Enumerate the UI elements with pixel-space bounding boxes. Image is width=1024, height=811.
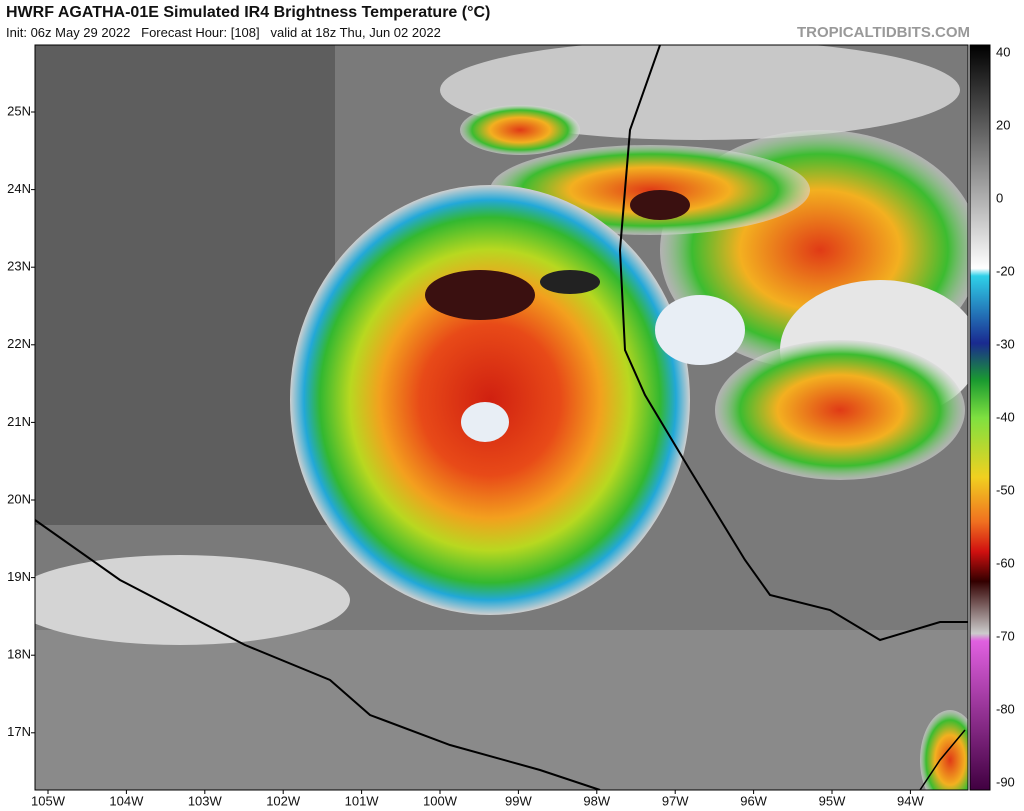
colorbar-label: -60: [996, 555, 1015, 570]
colorbar: [969, 44, 991, 791]
colorbar-label: -30: [996, 336, 1015, 351]
site-name: TROPICALTIDBITS.COM: [796, 24, 970, 41]
lon-label: 94W: [897, 793, 924, 808]
colorbar-label: 40: [996, 44, 1010, 59]
lon-label: 105W: [31, 793, 66, 808]
colorbar-label: 0: [996, 190, 1003, 205]
lon-label: 103W: [188, 793, 223, 808]
lon-label: 101W: [345, 793, 380, 808]
colorbar-label: -50: [996, 482, 1015, 497]
title: HWRF AGATHA-01E Simulated IR4 Brightness…: [6, 4, 491, 21]
lat-label: 20N: [7, 491, 31, 506]
lat-label: 24N: [7, 181, 31, 196]
colorbar-label: -40: [996, 409, 1015, 424]
lon-label: 98W: [583, 793, 610, 808]
lat-label: 25N: [7, 103, 31, 118]
colorbar-label: -80: [996, 701, 1015, 716]
lon-label: 99W: [505, 793, 532, 808]
lon-label: 102W: [266, 793, 301, 808]
lat-label: 17N: [7, 724, 31, 739]
satellite-image: [35, 45, 968, 790]
lon-label: 100W: [423, 793, 458, 808]
lat-label: 23N: [7, 259, 31, 274]
lat-label: 22N: [7, 336, 31, 351]
lat-label: 19N: [7, 569, 31, 584]
map-frame: [34, 44, 969, 791]
lat-label: 21N: [7, 414, 31, 429]
lon-label: 96W: [740, 793, 767, 808]
colorbar-label: 20: [996, 117, 1010, 132]
subtitle: Init: 06z May 29 2022 Forecast Hour: [10…: [6, 25, 441, 40]
lat-label: 18N: [7, 647, 31, 662]
lon-label: 104W: [109, 793, 144, 808]
lon-label: 95W: [819, 793, 846, 808]
lon-label: 97W: [662, 793, 689, 808]
colorbar-label: -20: [996, 263, 1015, 278]
colorbar-label: -90: [996, 774, 1015, 789]
colorbar-label: -70: [996, 628, 1015, 643]
